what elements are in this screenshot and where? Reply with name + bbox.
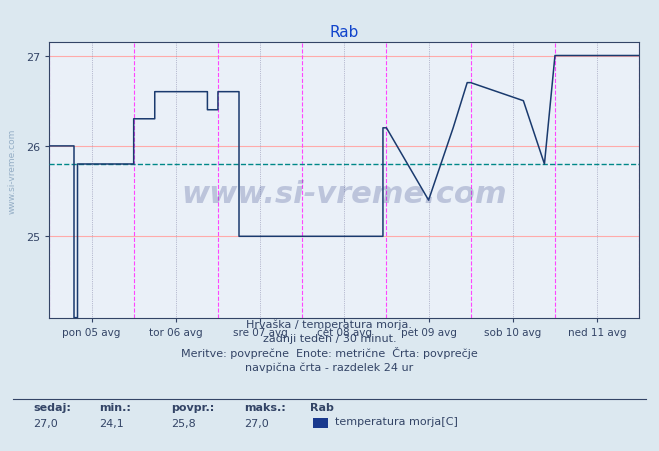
Text: sedaj:: sedaj: xyxy=(33,402,71,412)
Text: Hrvaška / temperatura morja.: Hrvaška / temperatura morja. xyxy=(246,318,413,329)
Text: www.si-vreme.com: www.si-vreme.com xyxy=(8,129,17,214)
Text: povpr.:: povpr.: xyxy=(171,402,215,412)
Text: 27,0: 27,0 xyxy=(244,418,269,428)
Text: zadnji teden / 30 minut.: zadnji teden / 30 minut. xyxy=(263,333,396,343)
Text: Meritve: povprečne  Enote: metrične  Črta: povprečje: Meritve: povprečne Enote: metrične Črta:… xyxy=(181,346,478,358)
Text: maks.:: maks.: xyxy=(244,402,285,412)
Text: www.si-vreme.com: www.si-vreme.com xyxy=(181,179,507,209)
Title: Rab: Rab xyxy=(330,25,359,40)
Text: temperatura morja[C]: temperatura morja[C] xyxy=(335,416,457,426)
Text: 24,1: 24,1 xyxy=(99,418,124,428)
Text: Rab: Rab xyxy=(310,402,333,412)
Text: 27,0: 27,0 xyxy=(33,418,58,428)
Text: min.:: min.: xyxy=(99,402,130,412)
Text: 25,8: 25,8 xyxy=(171,418,196,428)
Text: navpična črta - razdelek 24 ur: navpična črta - razdelek 24 ur xyxy=(245,362,414,372)
